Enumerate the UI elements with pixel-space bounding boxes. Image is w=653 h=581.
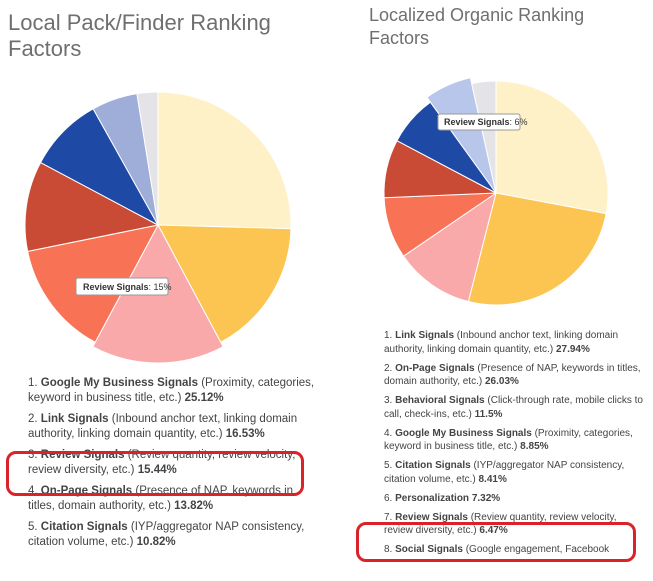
- right-factor-desc: (Proximity, categories, keyword in busin…: [384, 427, 633, 453]
- right-factor-num: 3.: [384, 395, 396, 406]
- left-factor-name: Link Signals: [40, 413, 109, 425]
- right-factor-desc: (Click-through rate, mobile clicks to ca…: [384, 395, 643, 420]
- right-factor-desc: (Review quantity, review velocity, revie…: [384, 511, 617, 537]
- left-factor-desc: (IYP/aggregator NAP consistency, citatio…: [28, 521, 305, 548]
- right-factor-item: 8. Social Signals (Google engagement, Fa…: [384, 543, 646, 557]
- left-factor-pct: 10.82%: [136, 536, 176, 548]
- right-factor-pct: 7.32%: [471, 492, 501, 504]
- pie-slice-citation-signals: [24, 161, 160, 252]
- right-factor-name: On-Page Signals: [395, 362, 475, 374]
- left-factor-num: 4.: [28, 485, 41, 497]
- pie-slice-review-signals: [426, 77, 497, 194]
- pie-slice-social-signals: [471, 80, 497, 194]
- left-factor-desc: (Inbound anchor text, linking domain aut…: [28, 413, 298, 440]
- left-factor-item: 5. Citation Signals (IYP/aggregator NAP …: [28, 520, 318, 550]
- pie-slice-behavioral-signals: [402, 191, 497, 303]
- left-factor-name: Citation Signals: [40, 521, 128, 533]
- left-factor-num: 1.: [28, 377, 41, 389]
- right-factor-pct: 8.85%: [520, 441, 549, 452]
- right-factor-pct: 26.03%: [484, 376, 519, 387]
- right-review-signals-highlight: [356, 522, 636, 562]
- right-factor-item: 2. On-Page Signals (Presence of NAP, key…: [384, 362, 646, 389]
- right-factor-item: 1. Link Signals (Inbound anchor text, li…: [384, 329, 646, 356]
- right-factor-name: Link Signals: [395, 330, 455, 341]
- right-factor-num: 2.: [384, 362, 396, 374]
- right-factor-name: Google My Business Signals: [395, 427, 532, 439]
- left-factor-pct: 25.12%: [184, 392, 224, 404]
- left-factor-desc: (Proximity, categories, keyword in busin…: [28, 377, 315, 404]
- right-factor-item: 6. Personalization 7.32%: [384, 492, 646, 506]
- left-factor-pct: 15.44%: [137, 464, 177, 476]
- left-tooltip-name: Review Signals: [83, 282, 149, 292]
- left-factor-item: 2. Link Signals (Inbound anchor text, li…: [28, 412, 318, 442]
- left-review-signals-highlight: [6, 451, 304, 496]
- right-factor-desc: (IYP/aggregator NAP consistency, citatio…: [384, 460, 625, 485]
- right-chart-title: Localized Organic Ranking Factors: [369, 5, 585, 48]
- pie-slice-link-signals: [495, 80, 609, 215]
- right-factor-list: 1. Link Signals (Inbound anchor text, li…: [384, 329, 646, 562]
- right-factor-pct: 6.47%: [479, 525, 508, 536]
- right-factor-num: 5.: [384, 460, 396, 471]
- left-tooltip: Review Signals: 15%: [75, 277, 172, 296]
- left-factor-num: 3.: [28, 449, 41, 461]
- right-factor-item: 7. Review Signals (Review quantity, revi…: [384, 511, 646, 538]
- right-factor-pct: 8.41%: [478, 473, 507, 485]
- left-factor-num: 2.: [28, 413, 41, 425]
- right-factor-item: 5. Citation Signals (IYP/aggregator NAP …: [384, 459, 646, 486]
- svg-text:Review Signals: 6%: Review Signals: 6%: [444, 117, 528, 127]
- right-factor-num: 1.: [384, 330, 396, 341]
- right-factor-name: Behavioral Signals: [395, 395, 485, 406]
- right-factor-name: Social Signals: [395, 544, 463, 555]
- left-factor-item: 1. Google My Business Signals (Proximity…: [28, 376, 318, 406]
- right-factor-num: 6.: [384, 492, 396, 504]
- left-pie-chart: Review Signals: 15%: [24, 91, 292, 364]
- right-factor-pct: 11.5%: [474, 408, 503, 420]
- right-factor-name: Review Signals: [395, 511, 468, 523]
- svg-text:Review Signals: 15%: Review Signals: 15%: [83, 282, 172, 292]
- pie-slice-google-my-business-signals: [157, 91, 292, 230]
- right-factor-pct: 27.94%: [555, 343, 590, 355]
- right-factor-num: 8.: [384, 544, 396, 555]
- right-factor-desc: (Google engagement, Facebook: [462, 544, 610, 555]
- right-factor-name: Personalization: [395, 492, 470, 504]
- right-factor-item: 4. Google My Business Signals (Proximity…: [384, 427, 646, 454]
- right-factor-name: Citation Signals: [395, 460, 471, 471]
- right-factor-item: 3. Behavioral Signals (Click-through rat…: [384, 394, 646, 421]
- left-factor-num: 5.: [28, 521, 41, 533]
- right-tooltip: Review Signals: 6%: [437, 113, 528, 131]
- right-tooltip-value: 6%: [515, 117, 528, 127]
- right-factor-desc: (Presence of NAP, keywords in titles, do…: [384, 362, 641, 388]
- left-tooltip-value: 15%: [154, 282, 172, 292]
- right-tooltip-name: Review Signals: [444, 117, 510, 127]
- right-pie-chart: Review Signals: 6%: [383, 77, 609, 306]
- right-factor-num: 4.: [384, 427, 396, 439]
- left-chart-title: Local Pack/Finder Ranking Factors: [8, 10, 271, 62]
- left-factor-pct: 16.53%: [225, 428, 265, 440]
- left-factor-name: Google My Business Signals: [40, 377, 199, 389]
- right-factor-desc: (Inbound anchor text, linking domain aut…: [384, 330, 619, 355]
- pie-slice-link-signals: [157, 224, 292, 343]
- right-chart-panel: Localized Organic Ranking Factors Review…: [363, 0, 653, 581]
- left-chart-panel: Local Pack/Finder Ranking Factors Review…: [8, 10, 318, 550]
- left-factor-pct: 13.82%: [174, 500, 214, 512]
- pie-slice-on-page-signals: [467, 192, 607, 306]
- right-factor-num: 7.: [384, 511, 396, 523]
- pie-slice-social-signals: [136, 91, 159, 226]
